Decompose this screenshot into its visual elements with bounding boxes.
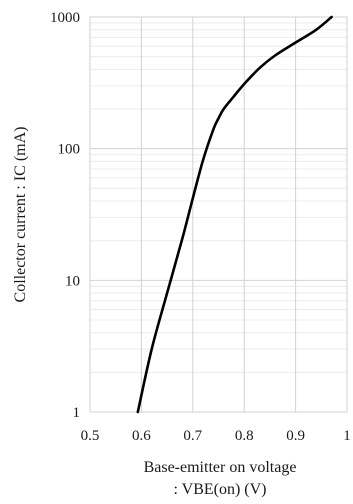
y-tick-label: 1 bbox=[73, 405, 81, 421]
x-tick-label: 0.6 bbox=[132, 428, 151, 444]
x-tick-label: 1 bbox=[343, 428, 351, 444]
x-axis-label-line-1: Base-emitter on voltage bbox=[144, 459, 297, 476]
y-tick-label: 100 bbox=[58, 142, 81, 158]
x-tick-label: 0.7 bbox=[183, 428, 202, 444]
series-layer bbox=[136, 15, 333, 414]
series-line-0 bbox=[136, 15, 333, 414]
x-tick-labels: 0.5 0.6 0.7 0.8 0.9 1 bbox=[81, 428, 351, 444]
y-tick-labels: 1 10 100 1000 bbox=[50, 10, 80, 421]
y-axis-label: Collector current : IC (mA) bbox=[12, 127, 29, 303]
plot-frame bbox=[89, 16, 348, 413]
y-tick-label: 1000 bbox=[50, 10, 80, 26]
x-axis-label-line-2: : VBE(on) (V) bbox=[173, 481, 266, 498]
y-tick-label: 10 bbox=[65, 273, 80, 289]
x-tick-label: 0.5 bbox=[81, 428, 100, 444]
x-tick-label: 0.9 bbox=[286, 428, 305, 444]
x-tick-label: 0.8 bbox=[235, 428, 254, 444]
grid bbox=[89, 16, 348, 413]
